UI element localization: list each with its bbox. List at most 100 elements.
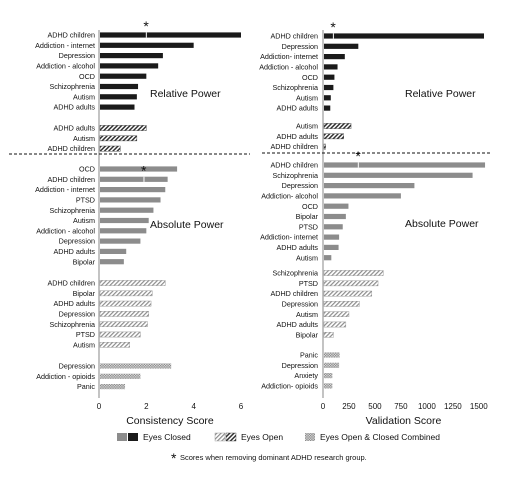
- x-tick-label: 250: [342, 402, 356, 411]
- bar-adhd-adults: [324, 105, 331, 111]
- category-label: Depression: [282, 361, 318, 370]
- bar-schizophrenia: [100, 207, 154, 213]
- category-label: Bipolar: [73, 257, 96, 266]
- bar-depression: [100, 53, 163, 59]
- section-label-absolute-power: Absolute Power: [405, 218, 479, 230]
- legend-swatch-open-dark: [225, 432, 237, 442]
- category-label: Depression: [282, 181, 318, 190]
- category-label: ADHD adults: [276, 243, 318, 252]
- category-label: ADHD children: [47, 279, 95, 288]
- bar-bipolar: [323, 332, 334, 338]
- bar-depression: [324, 183, 415, 189]
- category-label: Panic: [77, 382, 95, 391]
- category-label: Schizophrenia: [272, 83, 318, 92]
- category-label: Depression: [282, 300, 318, 309]
- legend-swatch-closed-dark: [128, 433, 138, 441]
- bar-ocd: [324, 203, 349, 209]
- bar-bipolar: [324, 213, 346, 220]
- category-label: Addiction- internet: [260, 233, 318, 242]
- bar-adhd-children: [99, 280, 166, 286]
- category-label: PTSD: [76, 196, 95, 205]
- bar-depression: [100, 238, 141, 244]
- bar-autism: [324, 255, 332, 261]
- bar-depression: [324, 362, 340, 368]
- bar-ptsd: [100, 197, 161, 203]
- bar-ptsd: [324, 224, 343, 230]
- category-label: OCD: [79, 165, 95, 174]
- category-label: ADHD adults: [53, 247, 95, 256]
- bar-addiction-alcohol: [100, 228, 147, 234]
- bar-bipolar: [100, 259, 124, 265]
- bar-addiction-alcohol: [100, 63, 159, 69]
- footnote-text: Scores when removing dominant ADHD resea…: [180, 453, 367, 462]
- x-tick-label: 2: [144, 402, 149, 411]
- category-label: ADHD children: [270, 161, 318, 170]
- category-label: ADHD children: [47, 144, 95, 153]
- category-label: ADHD children: [270, 32, 318, 41]
- bar-panic: [100, 384, 126, 390]
- x-tick-label: 1250: [444, 402, 462, 411]
- bar-autism: [323, 123, 352, 129]
- x-axis-title: Consistency Score: [126, 415, 214, 427]
- category-label: Autism: [296, 122, 318, 131]
- bar-adhd-adults: [323, 321, 347, 328]
- category-label: ADHD adults: [276, 132, 318, 141]
- bar-addiction-internet: [324, 234, 340, 240]
- x-tick-label: 4: [191, 402, 196, 411]
- section-label-relative-power: Relative Power: [405, 88, 476, 100]
- x-axis-title: Validation Score: [366, 415, 442, 427]
- bar-autism: [100, 217, 149, 224]
- category-label: ADHD children: [47, 31, 95, 40]
- bar-addiction-alcohol: [324, 193, 401, 199]
- marker-asterisk: *: [141, 162, 147, 178]
- bar-schizophrenia: [324, 172, 473, 178]
- bar-autism: [99, 342, 130, 348]
- bar-adhd-adults: [323, 133, 344, 140]
- x-tick-label: 0: [321, 402, 326, 411]
- category-label: Schizophrenia: [272, 171, 318, 180]
- category-label: ADHD children: [270, 142, 318, 151]
- marker-asterisk: *: [143, 18, 149, 34]
- bar-depression: [99, 311, 149, 317]
- x-tick-label: 0: [97, 402, 102, 411]
- category-label: Depression: [59, 237, 95, 246]
- bar-addiction-internet: [100, 187, 166, 193]
- category-label: Addiction - internet: [35, 41, 95, 50]
- bar-schizophrenia: [99, 321, 148, 328]
- legend-combined: Eyes Open & Closed Combined: [320, 432, 440, 442]
- category-label: Depression: [59, 362, 95, 371]
- bar-autism: [323, 311, 350, 318]
- bar-schizophrenia: [323, 270, 384, 276]
- category-label: ADHD adults: [276, 320, 318, 329]
- section-label-absolute-power: Absolute Power: [150, 219, 224, 231]
- bar-adhd-adults: [100, 248, 127, 254]
- category-label: Autism: [73, 216, 95, 225]
- bar-schizophrenia: [324, 84, 334, 91]
- bar-adhd-adults: [324, 244, 339, 250]
- category-label: Schizophrenia: [49, 320, 95, 329]
- category-label: OCD: [302, 202, 318, 211]
- bar-bipolar: [99, 290, 153, 297]
- category-label: Schizophrenia: [49, 82, 95, 91]
- category-label: Bipolar: [296, 330, 319, 339]
- category-label: ADHD adults: [276, 104, 318, 113]
- marker-asterisk: *: [330, 19, 336, 35]
- legend-swatch-combined: [305, 433, 315, 441]
- bar-adhd-children: [99, 145, 121, 152]
- bar-ocd: [100, 166, 178, 172]
- category-label: Autism: [296, 253, 318, 262]
- bar-schizophrenia: [100, 83, 139, 90]
- category-label: Panic: [300, 351, 318, 360]
- bar-adhd-children: [324, 33, 484, 39]
- bar-depression: [100, 363, 172, 369]
- category-label: Autism: [73, 92, 95, 101]
- section-label-relative-power: Relative Power: [150, 88, 221, 100]
- category-label: Depression: [59, 51, 95, 60]
- legend-eyes-closed: Eyes Closed: [143, 432, 191, 442]
- category-label: ADHD adults: [53, 103, 95, 112]
- bar-ptsd: [99, 331, 141, 338]
- category-label: PTSD: [299, 279, 318, 288]
- bar-adhd-children: [100, 32, 241, 38]
